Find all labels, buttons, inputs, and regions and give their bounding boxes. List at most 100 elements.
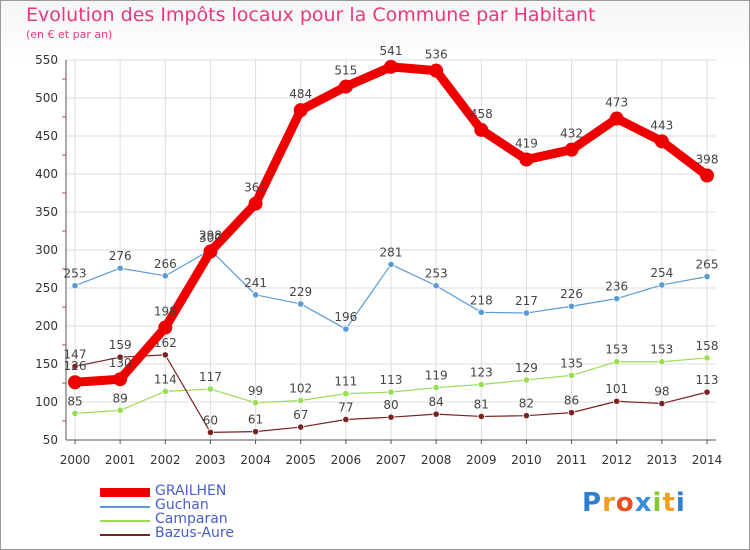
x-tick-label: 2000 [60, 453, 91, 467]
data-label-bazus-aure: 101 [605, 382, 628, 396]
x-tick-label: 2008 [421, 453, 452, 467]
data-point-grailhen [203, 244, 218, 259]
data-label-bazus-aure: 98 [654, 385, 669, 399]
data-point-camparan [251, 399, 260, 407]
data-point-camparan [116, 406, 124, 414]
data-label-guchan: 276 [109, 249, 132, 263]
y-tick-label: 450 [35, 129, 58, 143]
data-point-grailhen [293, 103, 308, 118]
legend-swatch-bazus-aure [100, 534, 150, 536]
legend: GRAILHEN Guchan Camparan Bazus-Aure [100, 483, 300, 542]
data-point-grailhen [158, 320, 173, 335]
x-tick-label: 2011 [556, 453, 587, 467]
y-tick-label: 100 [35, 395, 58, 409]
data-point-guchan [297, 300, 305, 308]
data-point-camparan [703, 354, 711, 362]
data-point-bazus-aure [116, 353, 124, 361]
data-label-camparan: 135 [560, 356, 583, 370]
data-point-camparan [613, 358, 621, 366]
data-point-grailhen [564, 142, 579, 157]
data-point-camparan [658, 358, 666, 366]
data-label-grailhen: 198 [154, 305, 177, 319]
data-label-camparan: 158 [696, 339, 719, 353]
data-label-guchan: 226 [560, 287, 583, 301]
y-tick-label: 50 [43, 433, 58, 447]
data-point-camparan [71, 409, 79, 417]
data-label-camparan: 113 [380, 373, 403, 387]
data-point-bazus-aure [613, 397, 621, 405]
data-point-grailhen [519, 152, 534, 167]
data-label-camparan: 102 [289, 381, 312, 395]
data-label-guchan: 253 [64, 267, 87, 281]
data-label-grailhen: 126 [64, 359, 87, 373]
data-label-grailhen: 443 [650, 118, 673, 132]
legend-swatch-camparan [100, 520, 150, 522]
logo-letter: t [662, 488, 676, 518]
data-label-grailhen: 130 [109, 356, 132, 370]
data-label-grailhen: 361 [244, 181, 267, 195]
y-tick-label: 500 [35, 91, 58, 105]
y-tick-label: 250 [35, 281, 58, 295]
data-label-grailhen: 458 [470, 107, 493, 121]
x-tick-label: 2001 [105, 453, 136, 467]
data-point-guchan [71, 282, 79, 290]
data-label-guchan: 265 [696, 258, 719, 272]
data-label-guchan: 236 [605, 280, 628, 294]
data-label-grailhen: 515 [334, 64, 357, 78]
data-label-guchan: 281 [380, 245, 403, 259]
data-point-bazus-aure [703, 388, 711, 396]
data-label-grailhen: 419 [515, 137, 538, 151]
data-label-guchan: 241 [244, 276, 267, 290]
logo-letter: x [634, 488, 653, 518]
data-label-camparan: 99 [248, 384, 263, 398]
y-tick-label: 400 [35, 167, 58, 181]
y-tick-label: 300 [35, 243, 58, 257]
data-point-bazus-aure [206, 428, 215, 436]
data-label-bazus-aure: 147 [64, 347, 87, 361]
data-label-grailhen: 398 [696, 153, 719, 167]
data-label-bazus-aure: 77 [338, 400, 353, 414]
legend-swatch-guchan [100, 506, 150, 508]
y-tick-label: 550 [35, 53, 58, 67]
data-point-camparan [342, 390, 350, 398]
legend-swatch-grailhen [100, 488, 150, 497]
legend-label-camparan: Camparan [155, 511, 228, 527]
legend-label-bazus-aure: Bazus-Aure [155, 525, 234, 541]
data-label-bazus-aure: 81 [474, 397, 489, 411]
logo-letter: i [675, 488, 686, 518]
logo-letter: i [652, 488, 663, 518]
legend-item-guchan: Guchan [100, 497, 300, 514]
chart-subtitle: (en € et par an) [26, 28, 113, 41]
data-point-guchan [522, 309, 531, 317]
data-label-grailhen: 432 [560, 127, 583, 141]
data-point-grailhen [700, 168, 714, 183]
y-tick-label: 150 [35, 357, 58, 371]
data-point-bazus-aure [342, 415, 350, 424]
x-tick-label: 2002 [150, 453, 181, 467]
x-tick-label: 2004 [240, 453, 271, 467]
data-point-grailhen [113, 372, 128, 387]
x-tick-label: 2003 [195, 453, 226, 467]
logo-letter: o [615, 488, 635, 518]
data-point-guchan [613, 295, 621, 303]
data-label-camparan: 114 [154, 372, 177, 386]
data-label-bazus-aure: 82 [519, 397, 534, 411]
chart-title: Evolution des Impôts locaux pour la Comm… [26, 4, 596, 26]
x-tick-label: 2012 [601, 453, 632, 467]
data-point-bazus-aure [522, 412, 531, 420]
x-tick-label: 2009 [466, 453, 497, 467]
data-point-camparan [477, 380, 485, 389]
x-tick-label: 2005 [285, 453, 316, 467]
data-label-camparan: 153 [650, 343, 673, 357]
data-point-bazus-aure [567, 409, 576, 417]
data-point-grailhen [384, 59, 398, 74]
data-point-grailhen [609, 111, 624, 126]
data-label-camparan: 153 [605, 343, 628, 357]
data-point-bazus-aure [251, 428, 260, 436]
data-point-bazus-aure [161, 351, 169, 359]
data-label-bazus-aure: 86 [564, 394, 579, 408]
data-point-guchan [658, 281, 666, 289]
data-point-bazus-aure [432, 410, 440, 418]
data-label-guchan: 229 [289, 285, 312, 299]
